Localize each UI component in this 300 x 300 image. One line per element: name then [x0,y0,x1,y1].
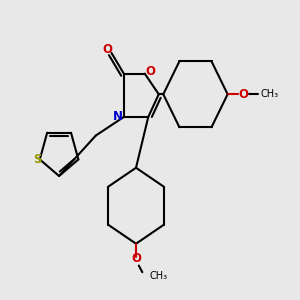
Text: S: S [33,153,42,166]
Text: CH₃: CH₃ [261,89,279,99]
Text: O: O [146,65,156,78]
Text: N: N [113,110,123,124]
Text: O: O [102,43,112,56]
Text: O: O [131,252,141,265]
Text: CH₃: CH₃ [150,271,168,281]
Text: O: O [238,88,248,101]
